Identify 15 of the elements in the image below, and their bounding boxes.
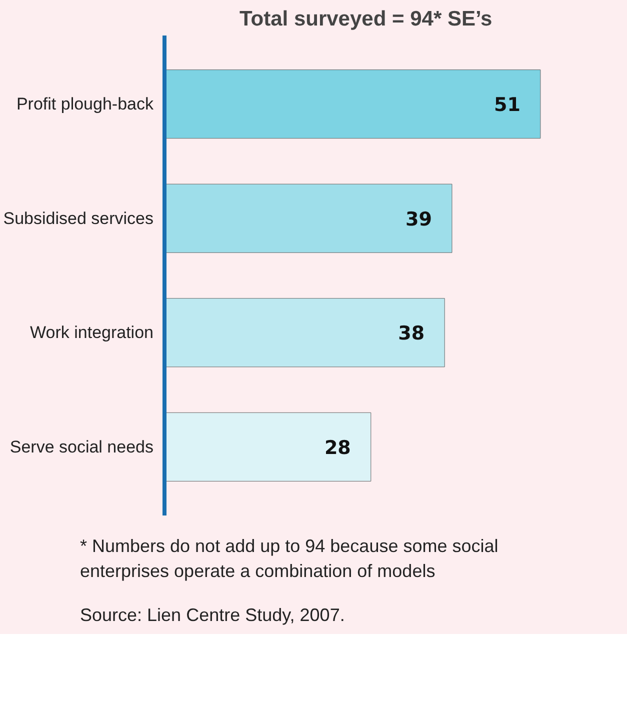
data-label: 39 [406,208,432,230]
y-tick-label: Subsidised services [3,208,154,228]
data-label: 38 [398,322,425,345]
bar [164,412,372,482]
bar [164,298,445,368]
y-tick-label: Work integration [30,323,154,342]
data-label: 28 [324,436,351,459]
text: * Numbers do not add up to 94 because some social enterprises operate a combination of models [80,535,500,584]
bar [164,70,541,139]
source-note: Source: Lien Centre Study, 2007. [80,604,345,628]
y-tick-label: Serve social needs [10,437,154,456]
data-label: 51 [494,94,520,116]
bar [164,184,452,253]
chart-title: Total surveyed = 94* SE’s [240,8,492,30]
y-tick-label: Profit plough-back [16,94,154,114]
